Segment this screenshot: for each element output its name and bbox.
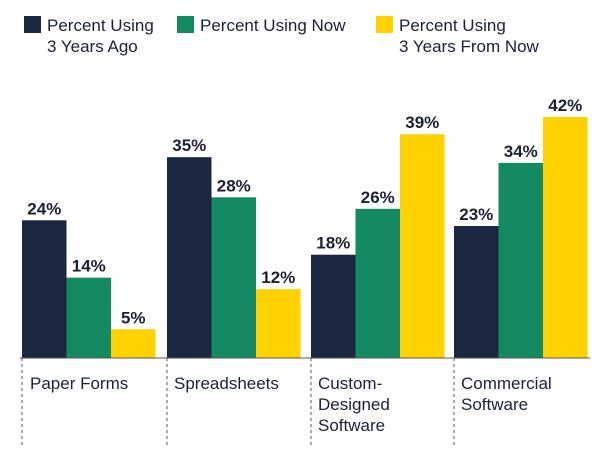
bar	[66, 277, 111, 358]
bar	[454, 226, 499, 358]
value-label: 5%	[121, 308, 146, 327]
value-label: 26%	[361, 188, 395, 207]
bars	[22, 117, 588, 358]
category-label: Software	[461, 395, 528, 414]
legend-label: 3 Years From Now	[399, 37, 540, 56]
bar	[311, 254, 356, 358]
legend: Percent Using 3 Years Ago Percent Using No…	[24, 16, 540, 56]
value-label: 12%	[261, 268, 295, 287]
legend-swatch	[177, 16, 194, 33]
category-label: Spreadsheets	[174, 374, 279, 393]
category-label: Paper Forms	[30, 374, 128, 393]
value-label: 18%	[316, 234, 350, 253]
bar	[22, 220, 67, 358]
value-label: 23%	[459, 205, 493, 224]
legend-label: Percent Using Now	[200, 16, 346, 35]
category-label: Commercial	[461, 374, 552, 393]
legend-swatch	[376, 16, 393, 33]
category-label: Custom-	[318, 374, 382, 393]
bar	[111, 329, 156, 358]
bar	[167, 157, 212, 358]
bar	[400, 134, 445, 358]
value-labels: 24% 14% 5% 35% 28% 12% 18% 26% 39% 23% 34% 42%	[27, 96, 582, 327]
category-labels: Paper Forms Spreadsheets Custom- Designed So…	[30, 374, 552, 435]
bar	[498, 162, 543, 358]
legend-label: 3 Years Ago	[47, 37, 138, 56]
bar	[211, 197, 256, 358]
bar	[543, 117, 588, 358]
value-label: 24%	[27, 199, 61, 218]
category-label: Designed	[318, 395, 390, 414]
bar	[355, 208, 400, 358]
value-label: 14%	[72, 257, 106, 276]
category-label: Software	[318, 416, 385, 435]
bar	[256, 289, 301, 358]
value-label: 34%	[504, 142, 538, 161]
value-label: 39%	[405, 113, 439, 132]
value-label: 28%	[217, 176, 251, 195]
legend-swatch	[24, 16, 41, 33]
legend-label: Percent Using	[47, 16, 154, 35]
x-axis	[20, 357, 590, 445]
value-label: 35%	[172, 136, 206, 155]
legend-label: Percent Using	[399, 16, 506, 35]
value-label: 42%	[548, 96, 582, 115]
